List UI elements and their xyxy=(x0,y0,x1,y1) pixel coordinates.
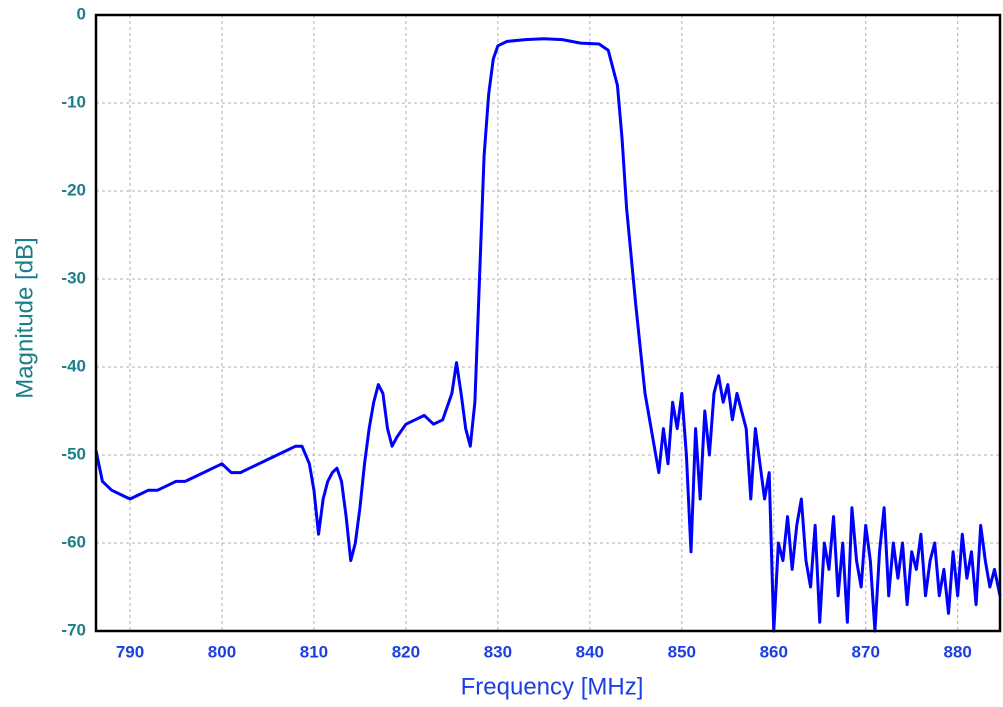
x-tick-label: 830 xyxy=(484,642,512,661)
y-tick-label: -60 xyxy=(61,532,86,551)
plot-frame xyxy=(94,13,1002,633)
y-tick-label: 0 xyxy=(77,4,86,23)
y-axis-title: Magnitude [dB] xyxy=(11,237,38,398)
x-tick-label: 810 xyxy=(300,642,328,661)
x-tick-label: 860 xyxy=(760,642,788,661)
x-tick-label: 880 xyxy=(944,642,972,661)
y-tick-label: -20 xyxy=(61,180,86,199)
y-tick-label: -10 xyxy=(61,92,86,111)
x-axis-title: Frequency [MHz] xyxy=(461,673,644,700)
y-tick-label: -50 xyxy=(61,444,86,463)
x-tick-label: 840 xyxy=(576,642,604,661)
plot-area xyxy=(94,37,1002,633)
x-tick-label: 820 xyxy=(392,642,420,661)
data-line xyxy=(94,37,1002,633)
y-tick-label: -30 xyxy=(61,268,86,287)
x-tick-label: 870 xyxy=(852,642,880,661)
x-tick-label: 850 xyxy=(668,642,696,661)
x-tick-label: 790 xyxy=(116,642,144,661)
x-tick-label: 800 xyxy=(208,642,236,661)
y-tick-label: -40 xyxy=(61,356,86,375)
y-tick-label: -70 xyxy=(61,620,86,639)
